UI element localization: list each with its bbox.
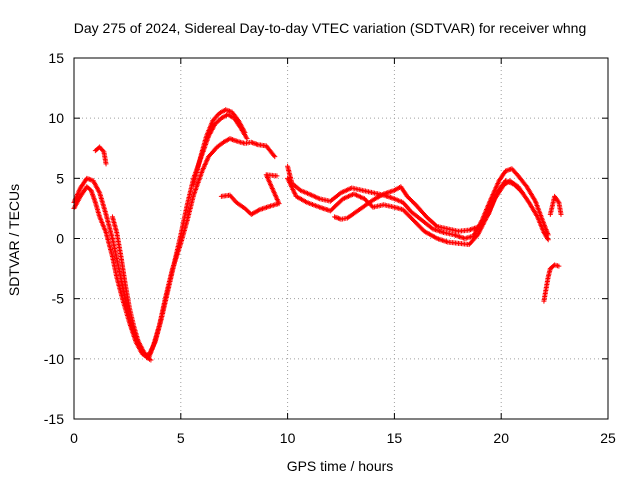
data-point bbox=[520, 190, 526, 196]
data-markers bbox=[71, 107, 564, 363]
y-tick-label: -5 bbox=[52, 291, 65, 307]
grid bbox=[74, 58, 608, 419]
y-tick-label: -10 bbox=[44, 351, 64, 367]
plot-frame bbox=[73, 57, 609, 420]
data-point bbox=[545, 237, 551, 243]
x-tick-label: 15 bbox=[387, 430, 403, 446]
y-tick-label: -15 bbox=[44, 411, 64, 427]
x-tick-label: 10 bbox=[280, 430, 296, 446]
x-tick-label: 25 bbox=[600, 430, 616, 446]
data-point bbox=[274, 173, 280, 179]
data-point bbox=[518, 189, 524, 195]
data-point bbox=[558, 211, 564, 217]
data-point bbox=[244, 136, 250, 142]
data-point bbox=[433, 223, 439, 229]
y-tick-label: 10 bbox=[48, 110, 64, 126]
y-tick-label: 5 bbox=[56, 170, 64, 186]
data-point bbox=[242, 130, 248, 136]
x-tick-label: 20 bbox=[493, 430, 509, 446]
x-axis-label: GPS time / hours bbox=[287, 458, 394, 474]
x-tick-label: 5 bbox=[177, 430, 185, 446]
y-axis-label: SDTVAR / TECUs bbox=[6, 184, 22, 296]
x-tick-label: 0 bbox=[70, 430, 78, 446]
axis-ticks: 0 5 10 15 20 25 -15 -10 -5 0 5 10 15 bbox=[44, 50, 616, 446]
y-tick-label: 0 bbox=[56, 231, 64, 247]
data-point bbox=[148, 357, 154, 363]
data-point bbox=[272, 154, 278, 160]
y-tick-label: 15 bbox=[48, 50, 64, 66]
data-point bbox=[103, 161, 109, 167]
chart-title: Day 275 of 2024, Sidereal Day-to-day VTE… bbox=[74, 20, 587, 36]
data-point bbox=[556, 263, 562, 269]
